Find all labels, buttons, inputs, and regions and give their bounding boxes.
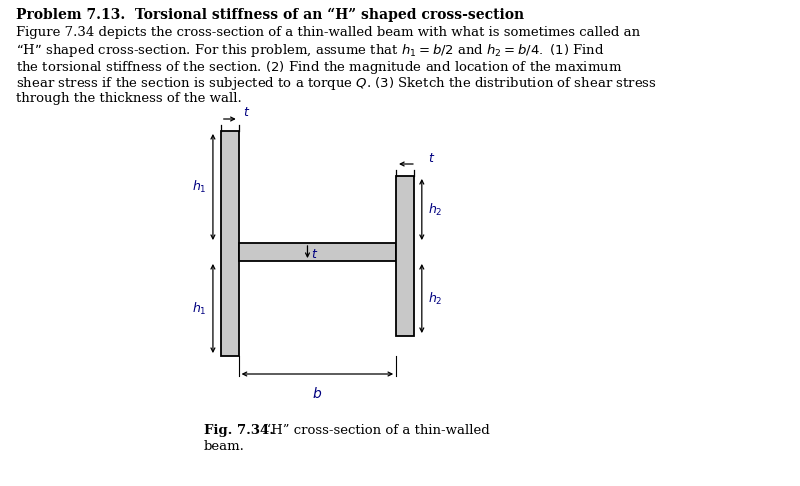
Text: Fig. 7.34.: Fig. 7.34. [204, 424, 274, 437]
Text: “H” shaped cross-section. For this problem, assume that $h_1 = b/2$ and $h_2 = b: “H” shaped cross-section. For this probl… [16, 42, 605, 59]
Text: Figure 7.34 depicts the cross-section of a thin-walled beam with what is sometim: Figure 7.34 depicts the cross-section of… [16, 26, 640, 39]
Text: $b$: $b$ [312, 386, 322, 401]
Text: “H” cross-section of a thin-walled: “H” cross-section of a thin-walled [261, 424, 490, 437]
Polygon shape [238, 243, 396, 261]
Text: through the thickness of the wall.: through the thickness of the wall. [16, 92, 242, 105]
Text: $t$: $t$ [242, 106, 250, 120]
Text: $h_2$: $h_2$ [429, 202, 443, 218]
Text: Problem 7.13.  Torsional stiffness of an “H” shaped cross-section: Problem 7.13. Torsional stiffness of an … [16, 8, 524, 22]
Text: $h_1$: $h_1$ [192, 179, 206, 195]
Polygon shape [221, 131, 238, 356]
Text: $h_2$: $h_2$ [429, 291, 443, 307]
Text: $t$: $t$ [428, 152, 435, 164]
Text: $h_1$: $h_1$ [192, 300, 206, 316]
Text: beam.: beam. [204, 440, 245, 453]
Text: the torsional stiffness of the section. $(2)$ Find the magnitude and location of: the torsional stiffness of the section. … [16, 59, 622, 76]
Text: shear stress if the section is subjected to a torque $Q$. $(3)$ Sketch the distr: shear stress if the section is subjected… [16, 75, 657, 92]
Polygon shape [396, 176, 414, 336]
Text: $t$: $t$ [311, 248, 318, 261]
